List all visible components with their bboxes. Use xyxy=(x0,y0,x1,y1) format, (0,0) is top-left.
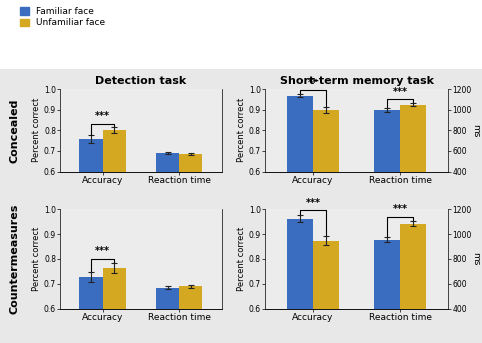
Bar xyxy=(179,154,202,295)
Bar xyxy=(103,130,126,295)
Bar xyxy=(374,240,400,343)
Text: ***: *** xyxy=(393,87,408,97)
Bar xyxy=(287,96,313,295)
Text: ***: *** xyxy=(393,204,408,214)
Text: ***: *** xyxy=(95,247,110,257)
Bar xyxy=(374,110,400,295)
Y-axis label: Percent correct: Percent correct xyxy=(32,227,41,291)
Y-axis label: ms: ms xyxy=(471,124,480,137)
Y-axis label: Percent correct: Percent correct xyxy=(237,227,246,291)
Bar xyxy=(400,105,427,295)
Bar xyxy=(103,269,126,343)
Legend: Familiar face, Unfamiliar face: Familiar face, Unfamiliar face xyxy=(19,6,106,28)
Bar xyxy=(80,139,103,295)
Y-axis label: ms: ms xyxy=(471,252,480,265)
Y-axis label: Percent correct: Percent correct xyxy=(32,98,41,163)
Text: Concealed: Concealed xyxy=(10,98,19,163)
Y-axis label: Percent correct: Percent correct xyxy=(237,98,246,163)
Bar xyxy=(313,110,339,295)
Bar xyxy=(179,286,202,343)
Text: ***: *** xyxy=(306,198,321,208)
Title: Detection task: Detection task xyxy=(95,75,187,86)
Title: Short-term memory task: Short-term memory task xyxy=(280,75,434,86)
Bar xyxy=(80,277,103,343)
Bar xyxy=(156,153,179,295)
Bar xyxy=(313,241,339,343)
Text: Countermeasures: Countermeasures xyxy=(10,204,19,314)
Bar xyxy=(287,219,313,343)
Text: **: ** xyxy=(308,78,318,88)
Text: ***: *** xyxy=(95,111,110,121)
Bar xyxy=(400,224,427,343)
Bar xyxy=(156,287,179,343)
